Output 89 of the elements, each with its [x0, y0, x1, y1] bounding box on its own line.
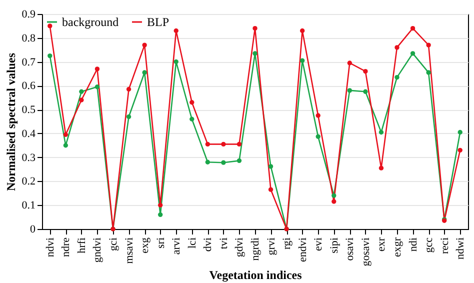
point [426, 70, 431, 75]
x-tick-label: endvi [296, 238, 309, 262]
point [410, 51, 416, 56]
point [205, 160, 210, 164]
x-tick-label: msavi [123, 238, 136, 264]
point [158, 212, 163, 218]
y-tick-label: 0.9 [22, 8, 36, 20]
point [126, 86, 132, 92]
point [316, 134, 320, 139]
point [252, 51, 258, 56]
point [363, 68, 368, 74]
x-tick-label: evi [312, 238, 325, 251]
x-tick-label: gdvi [234, 238, 246, 258]
x-tick-label: arvi [170, 238, 183, 255]
point [221, 160, 226, 165]
point [268, 164, 274, 169]
x-tick-label: ndre [60, 237, 72, 258]
point [300, 58, 305, 63]
point [332, 193, 336, 198]
x-tick-label: reci [438, 238, 451, 254]
x-tick-label: osavi [344, 238, 356, 261]
x-tick-label: ndwi [454, 238, 467, 260]
point [94, 84, 100, 90]
point [63, 132, 68, 137]
point [363, 89, 368, 94]
x-tick-label: sri [154, 238, 167, 248]
legend-label: background [62, 15, 119, 29]
x-tick-label: grvi [265, 238, 278, 256]
x-tick-label: tvi [218, 238, 230, 250]
y-tick-label: 0.4 [22, 128, 36, 140]
point [174, 59, 178, 64]
x-tick-label: ndvi [44, 238, 56, 258]
point [94, 66, 100, 72]
y-tick-label: 0.8 [22, 32, 36, 44]
point [268, 187, 274, 192]
legend-label: BLP [147, 15, 170, 29]
point [48, 53, 52, 58]
point [378, 166, 384, 170]
x-tick-label: ndi [407, 238, 420, 252]
y-tick-label: 0.2 [22, 176, 36, 188]
x-tick-label: dvi [202, 238, 214, 252]
point [410, 26, 416, 31]
x-tick-label: exr [376, 237, 388, 252]
x-tick-label: sipi [328, 238, 340, 254]
point [190, 116, 194, 122]
x-tick-label: exg [139, 237, 152, 254]
x-tick-label: ngrdi [250, 238, 262, 261]
x-tick-label: hrfi [76, 238, 88, 254]
point [347, 60, 352, 66]
x-tick-label: gndvi [92, 238, 104, 263]
point [142, 42, 147, 48]
x-axis-title: Vegetation indices [209, 268, 302, 282]
point [458, 148, 462, 153]
point [236, 158, 242, 164]
y-tick-label: 0 [30, 224, 36, 236]
y-tick-label: 0.3 [22, 152, 36, 164]
point [316, 113, 320, 118]
x-tick-label: rgi [281, 238, 294, 250]
y-tick-label: 0.5 [22, 104, 36, 116]
point [300, 28, 305, 34]
point [458, 130, 462, 135]
point [174, 28, 178, 34]
y-tick-label: 0.7 [22, 56, 36, 68]
point [394, 45, 400, 50]
point [190, 100, 194, 105]
point [332, 199, 336, 204]
x-tick-label: gosavi [360, 238, 372, 266]
point [252, 26, 258, 31]
point [158, 202, 163, 208]
x-tick-label: gcc [423, 237, 436, 253]
x-tick-label: gci [108, 238, 120, 251]
point [63, 143, 68, 148]
y-tick-label: 0.1 [22, 200, 36, 212]
y-axis-title: Normalised spectral values [4, 52, 18, 191]
point [378, 130, 384, 135]
point [79, 89, 84, 94]
point [126, 114, 132, 120]
point [394, 74, 400, 80]
point [236, 142, 242, 147]
x-tick-label: exgr [392, 237, 404, 258]
point [426, 42, 431, 48]
point [221, 142, 226, 147]
x-tick-label: lci [186, 238, 198, 248]
point [48, 24, 52, 28]
point [347, 88, 352, 93]
point [205, 142, 210, 147]
y-tick-label: 0.6 [22, 80, 36, 92]
point [142, 70, 147, 75]
point [79, 98, 84, 102]
